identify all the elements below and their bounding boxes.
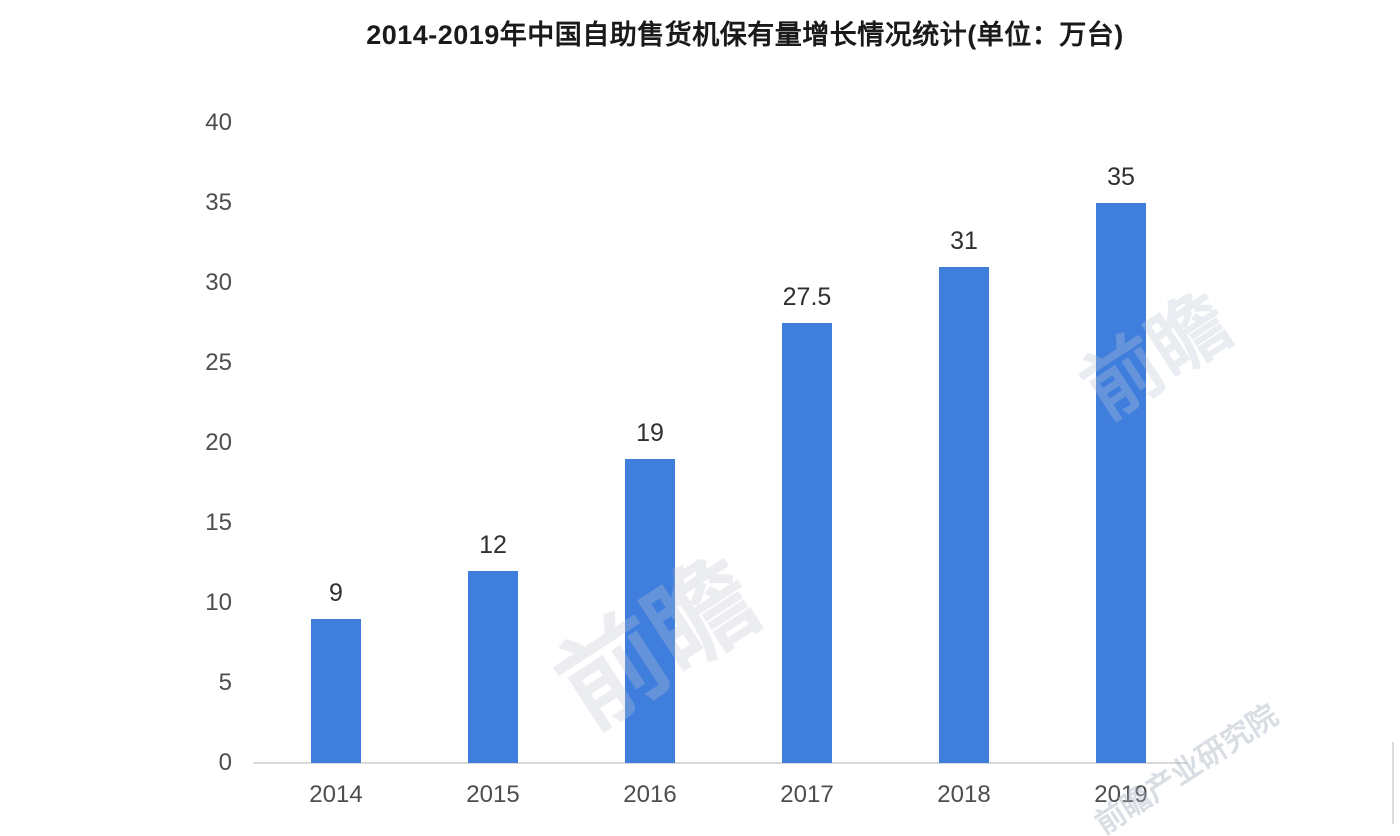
y-axis-tick-label: 0 [218, 749, 232, 776]
bar-value-label: 19 [636, 419, 664, 447]
y-axis-tick-label: 30 [205, 269, 232, 296]
y-axis-tick-label: 20 [205, 429, 232, 456]
x-axis-tick-label: 2018 [937, 781, 991, 808]
y-axis-tick-label: 35 [205, 189, 232, 216]
bar-value-label: 9 [329, 579, 343, 607]
bar-value-label: 12 [479, 531, 507, 559]
x-axis-tick-label: 2017 [780, 781, 834, 808]
chart-title: 2014-2019年中国自助售货机保有量增长情况统计(单位：万台) [366, 20, 1124, 50]
bar [625, 459, 675, 763]
bar [311, 619, 361, 763]
y-axis-tick-label: 5 [218, 669, 232, 696]
y-axis-tick-label: 15 [205, 509, 232, 536]
bar [1096, 203, 1146, 763]
y-axis-tick-label: 10 [205, 589, 232, 616]
bar-value-label: 27.5 [782, 283, 832, 311]
bar [468, 571, 518, 763]
x-axis-tick-label: 2019 [1094, 781, 1148, 808]
x-axis-tick-label: 2015 [466, 781, 520, 808]
x-axis-tick-label: 2016 [623, 781, 677, 808]
watermark-text: 前瞻 [1066, 276, 1246, 436]
x-axis-tick-label: 2014 [309, 781, 363, 808]
y-axis-tick-label: 25 [205, 349, 232, 376]
bar-value-label: 35 [1107, 163, 1135, 191]
bar [939, 267, 989, 763]
bar-value-label: 31 [950, 227, 978, 255]
edge-artifact-line [1392, 742, 1394, 824]
bar [782, 323, 832, 763]
x-axis-line [253, 762, 1187, 764]
y-axis-tick-label: 40 [205, 109, 232, 136]
